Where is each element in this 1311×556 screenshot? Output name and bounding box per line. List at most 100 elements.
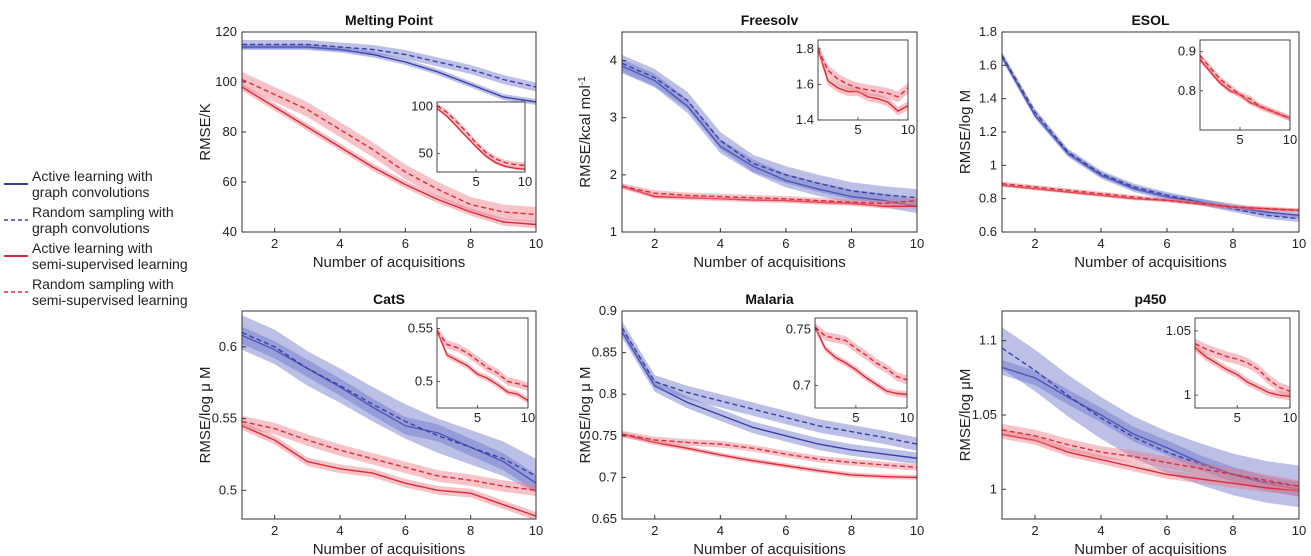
inset-y-tick-label: 0.7 (793, 378, 811, 393)
x-tick-label: 6 (1163, 523, 1170, 538)
band-random_semi (818, 43, 908, 103)
x-tick-label: 8 (467, 523, 474, 538)
inset-chart-4: 5 10 0.7 0.75 (786, 317, 914, 425)
series-line-random_graph (242, 43, 536, 88)
inset-y-tick-label: 1 (1184, 387, 1191, 402)
band-random_graph (242, 315, 536, 494)
x-axis-label: Number of acquisitions (693, 254, 846, 271)
series-line-active_semi (242, 425, 536, 517)
x-tick-label: 8 (1229, 236, 1236, 251)
y-tick-label: 0.8 (979, 191, 997, 206)
chart-title: p450 (1135, 291, 1167, 307)
y-axis-label: RMSE/K (197, 103, 214, 161)
legend-swatch (2, 168, 32, 202)
legend-label-line2: graph convolutions (32, 220, 150, 236)
band-random_semi (1002, 181, 1299, 213)
inset-chart-3: 5 10 0.5 0.55 (408, 317, 535, 425)
series-line-random_semi (1002, 429, 1299, 488)
inset-x-tick-label: 5 (852, 410, 859, 425)
x-axis-label: Number of acquisitions (1074, 254, 1227, 271)
band-active_semi (818, 44, 908, 116)
x-axis-label: Number of acquisitions (1074, 541, 1227, 556)
series-line-active_semi (437, 107, 525, 170)
band-random_graph (1002, 52, 1299, 222)
band-random_graph (242, 40, 536, 92)
y-tick-label: 120 (215, 24, 237, 39)
x-tick-label: 4 (336, 236, 343, 251)
inset-background (437, 102, 525, 172)
plot-area (622, 320, 917, 480)
chart-title: Malaria (745, 291, 793, 307)
x-tick-label: 8 (848, 523, 855, 538)
series-line-random_semi (242, 420, 536, 492)
x-tick-label: 10 (910, 523, 924, 538)
band-random_semi (1200, 52, 1290, 122)
axes-frame (621, 31, 918, 233)
x-tick-label: 4 (717, 523, 724, 538)
x-tick-label: 4 (1097, 523, 1104, 538)
plot-area (1002, 327, 1299, 508)
band-random_graph (1002, 327, 1299, 508)
x-axis-label: Number of acquisitions (313, 254, 466, 271)
inset-chart-1: 5 10 1.4 1.6 1.8 (796, 39, 915, 137)
series-line-random_semi (437, 105, 525, 167)
axes-frame (621, 310, 918, 520)
inset-y-tick-label: 0.8 (1178, 83, 1196, 98)
y-tick-label: 0.5 (219, 482, 237, 497)
inset-x-tick-label: 10 (518, 174, 532, 189)
inset-plot-area (1200, 52, 1290, 122)
series-line-random_semi (1195, 343, 1290, 392)
inset-x-tick-label: 10 (1283, 410, 1297, 425)
x-tick-label: 10 (529, 523, 543, 538)
axes-frame (241, 310, 537, 520)
x-tick-label: 2 (1031, 523, 1038, 538)
inset-plot-area (437, 326, 528, 404)
legend-entry-active-semi: Active learning with semi-supervised lear… (2, 240, 238, 274)
inset-plot-area (437, 102, 525, 171)
legend-label-line2: semi-supervised learning (32, 292, 188, 308)
legend-entry-random-semi: Random sampling with semi-supervised lear… (2, 276, 238, 310)
x-tick-label: 10 (529, 236, 543, 251)
inset-x-tick-label: 5 (1236, 132, 1243, 147)
chart-panel-2: 2 4 6 8 10 0.6 0.8 1 1.2 1.4 1.6 1.8 ESOL Number of a… (957, 12, 1306, 271)
legend-label-line2: semi-supervised learning (32, 256, 188, 272)
legend-label-line1: Active learning with (32, 240, 153, 256)
series-line-random_semi (437, 330, 528, 388)
chart-title: Melting Point (345, 12, 433, 28)
y-tick-label: 80 (223, 124, 237, 139)
x-tick-label: 8 (848, 236, 855, 251)
y-axis-label: RMSE/kcal mol-1 (577, 76, 595, 188)
axes-frame (1199, 39, 1291, 131)
inset-y-tick-label: 1.05 (1166, 323, 1191, 338)
plot-area (622, 54, 917, 214)
band-active_semi (1002, 429, 1299, 496)
axes-frame (1194, 317, 1291, 409)
series-line-active_semi (437, 330, 528, 402)
series-line-random_semi (622, 433, 917, 469)
series-line-active_graph (242, 46, 536, 103)
x-axis-label: Number of acquisitions (313, 541, 466, 556)
series-line-active_graph (622, 65, 917, 207)
series-line-active_semi (1200, 59, 1290, 119)
chart-title: ESOL (1131, 12, 1170, 28)
x-tick-label: 8 (467, 236, 474, 251)
x-tick-label: 8 (1229, 523, 1236, 538)
inset-plot-area (1195, 338, 1290, 401)
series-line-active_semi (1002, 433, 1299, 492)
chart-panel-0: 2 4 6 8 10 40 60 80 100 120 Melting Point Number of… (197, 12, 543, 271)
y-axis-label: RMSE/log M (957, 90, 974, 174)
inset-y-tick-label: 1.4 (796, 112, 814, 127)
y-tick-label: 0.6 (219, 339, 237, 354)
x-tick-label: 6 (782, 236, 789, 251)
series-line-active_semi (815, 326, 907, 396)
inset-x-tick-label: 10 (521, 410, 535, 425)
x-tick-label: 4 (717, 236, 724, 251)
band-random_semi (437, 102, 525, 169)
x-tick-label: 2 (1031, 236, 1038, 251)
inset-x-tick-label: 10 (900, 410, 914, 425)
band-active_graph (242, 44, 536, 105)
y-tick-label: 3 (610, 110, 617, 125)
inset-chart-5: 5 10 1 1.05 (1166, 317, 1297, 425)
